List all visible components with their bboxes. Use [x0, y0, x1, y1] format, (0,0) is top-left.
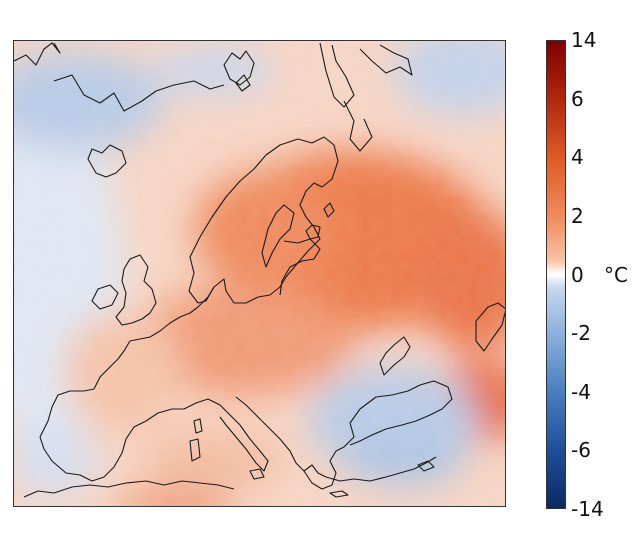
- colorbar-tick-label: -2: [571, 321, 591, 346]
- colorbar-tick-label: -4: [571, 379, 591, 404]
- coast-lake-ladoga: [305, 224, 321, 240]
- coast-crete: [329, 490, 349, 498]
- coast-cyprus: [417, 460, 435, 472]
- coast-france-med: [145, 398, 221, 422]
- colorbar-tick-label: -6: [571, 438, 591, 463]
- coast-baltic-east: [279, 238, 321, 296]
- coast-great-britain: [115, 254, 157, 326]
- colorbar-tick-label: 6: [571, 86, 584, 111]
- coast-kara: [359, 44, 413, 76]
- coast-white-sea: [343, 100, 373, 152]
- colorbar-tick-label: -14: [571, 497, 604, 521]
- coastlines: [14, 42, 505, 498]
- coast-sicily: [249, 468, 265, 480]
- coast-greenland: [14, 42, 61, 66]
- field-texture: [14, 41, 505, 506]
- colorbar-tick-label: 0: [571, 262, 584, 287]
- anomaly-map: [13, 40, 506, 507]
- colorbar-svg: [547, 41, 565, 508]
- coast-sardinia: [189, 438, 201, 462]
- coast-svalbard-2: [235, 74, 251, 92]
- coast-iberia: [39, 388, 147, 482]
- coast-balkans: [235, 396, 327, 478]
- coast-iceland-arc: [87, 144, 127, 178]
- coast-black-sea: [343, 380, 453, 448]
- coast-italy: [219, 404, 269, 472]
- coast-novaya-zemlya: [319, 42, 355, 108]
- coast-north-africa: [23, 480, 235, 498]
- coast-crimea: [379, 336, 411, 376]
- coast-bothnia: [261, 204, 295, 268]
- coast-barents: [53, 74, 225, 112]
- coast-continent-north: [93, 286, 215, 390]
- coast-turkey: [325, 456, 437, 482]
- coast-lake-onega: [323, 202, 335, 218]
- colorbar-tick-label: 4: [571, 145, 584, 170]
- coast-svalbard: [223, 50, 255, 86]
- colorbar-unit-label: °C: [604, 263, 628, 287]
- coast-corsica: [193, 418, 203, 434]
- colorbar-gradient: [547, 41, 565, 508]
- colorbar-tick-label: 14: [571, 28, 597, 52]
- map-svg: [14, 41, 505, 506]
- colorbar: [546, 40, 566, 509]
- colorbar-tick-label: 2: [571, 203, 584, 228]
- coast-ireland: [91, 284, 119, 310]
- coast-scandinavia: [188, 136, 339, 304]
- coast-caspian: [475, 302, 505, 352]
